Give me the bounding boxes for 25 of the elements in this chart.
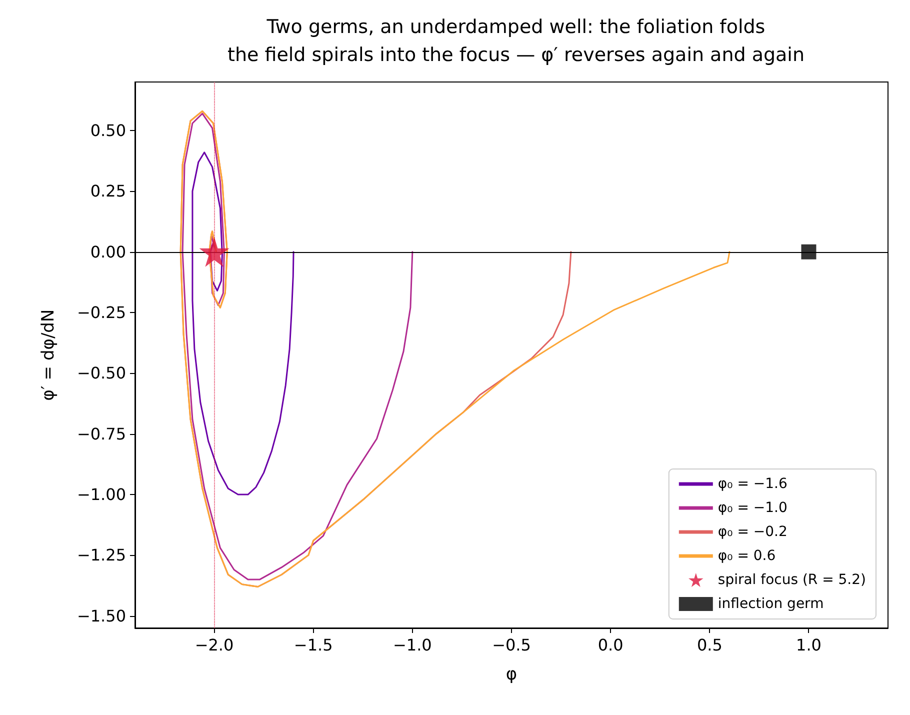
- y-axis-title: φ′ = dφ/dN: [38, 309, 58, 401]
- legend-label: inflection germ: [718, 596, 824, 612]
- chart-title: Two germs, an underdamped well: the foliation folds the field spirals into the focus — φ′ reverses again and again: [227, 16, 805, 66]
- y-tick-label: 0.25: [90, 182, 126, 201]
- x-tick-label: 0.5: [696, 636, 722, 654]
- x-tick-label: −1.5: [294, 636, 333, 654]
- legend-label: φ₀ = 0.6: [718, 548, 776, 564]
- y-tick-label: −1.00: [76, 485, 126, 504]
- y-tick-label: −0.25: [76, 303, 126, 322]
- y-tick-label: −0.75: [76, 424, 126, 444]
- y-tick-label: −0.50: [76, 364, 126, 383]
- x-tick-label: −2.0: [194, 636, 234, 654]
- x-tick-label: −0.5: [492, 636, 531, 654]
- y-tick-label: 0.50: [90, 121, 126, 140]
- y-tick-label: −1.25: [76, 546, 126, 565]
- legend-label: φ₀ = −1.6: [718, 476, 788, 492]
- x-tick-label: −1.0: [392, 636, 432, 654]
- legend-label: spiral focus (R = 5.2): [718, 572, 866, 588]
- y-tick-label: −1.50: [76, 606, 126, 626]
- x-tick-label: 1.0: [796, 636, 822, 654]
- x-axis-title: φ: [506, 664, 518, 684]
- y-tick-label: 0.00: [90, 242, 126, 262]
- legend-label: φ₀ = −0.2: [718, 524, 788, 540]
- x-tick-label: 0.0: [598, 636, 624, 654]
- legend-label: φ₀ = −1.0: [718, 500, 788, 516]
